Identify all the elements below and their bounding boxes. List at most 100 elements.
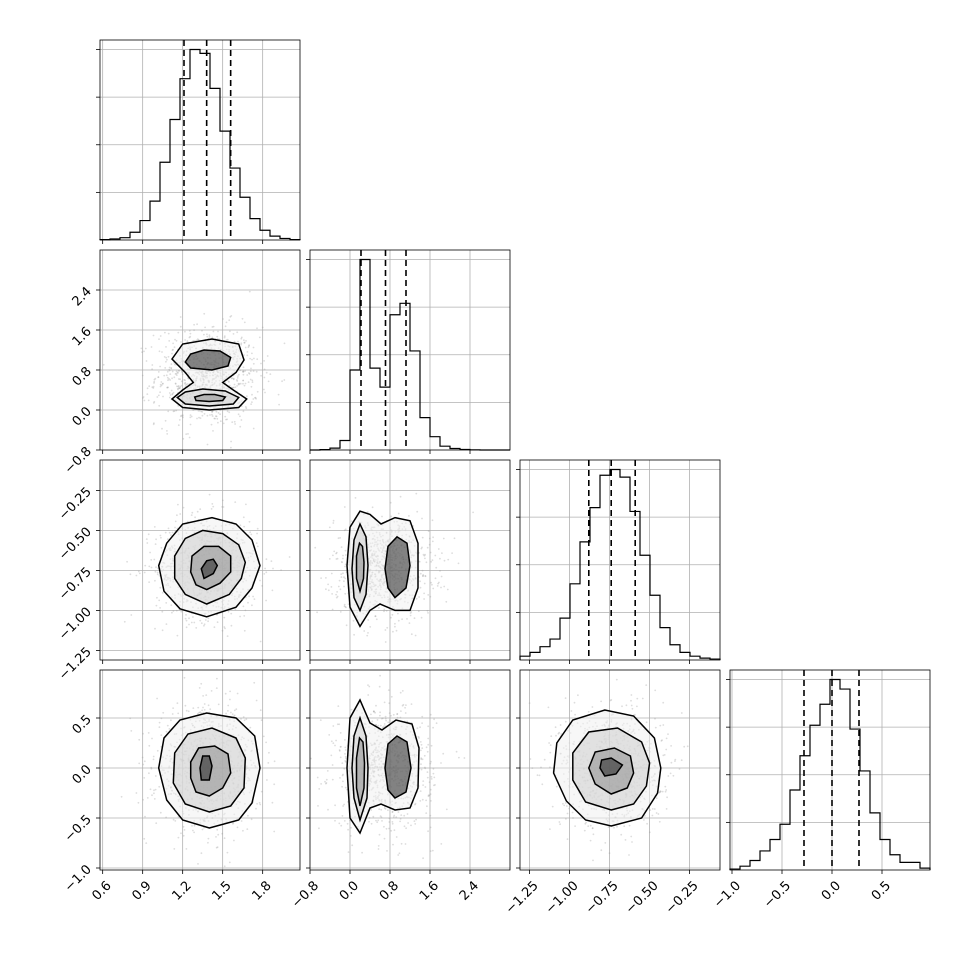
sample-point bbox=[211, 410, 213, 413]
sample-point bbox=[344, 592, 347, 595]
sample-point bbox=[253, 598, 256, 600]
sample-point bbox=[407, 822, 409, 824]
sample-point bbox=[158, 726, 161, 729]
sample-point bbox=[361, 851, 363, 854]
sample-point bbox=[181, 373, 184, 376]
sample-point bbox=[155, 604, 158, 607]
sample-point bbox=[397, 854, 400, 856]
sample-point bbox=[176, 371, 179, 374]
sample-point bbox=[158, 350, 161, 353]
sample-point bbox=[439, 557, 441, 560]
contour-line bbox=[173, 529, 247, 605]
sample-point bbox=[379, 714, 381, 717]
sample-point bbox=[265, 558, 268, 561]
sample-point bbox=[273, 783, 276, 786]
sample-point bbox=[210, 508, 213, 510]
sample-point bbox=[392, 630, 394, 633]
sample-point bbox=[383, 725, 386, 727]
sample-point bbox=[166, 358, 168, 361]
sample-point bbox=[334, 804, 336, 807]
sample-point bbox=[159, 607, 162, 609]
sample-point bbox=[227, 610, 230, 613]
sample-point bbox=[170, 389, 173, 392]
sample-point bbox=[414, 823, 417, 825]
y-tick-label: −1.0 bbox=[62, 862, 95, 895]
sample-point bbox=[180, 380, 183, 383]
sample-point bbox=[377, 848, 380, 850]
sample-point bbox=[423, 592, 425, 595]
sample-point bbox=[171, 352, 173, 355]
sample-point bbox=[177, 372, 179, 374]
sample-point bbox=[370, 713, 372, 716]
sample-point bbox=[234, 608, 237, 611]
sample-point bbox=[332, 725, 335, 727]
sample-point bbox=[228, 861, 231, 864]
sample-point bbox=[344, 746, 347, 749]
sample-point bbox=[427, 612, 429, 614]
sample-point bbox=[203, 413, 206, 415]
sample-point bbox=[376, 821, 379, 824]
sample-point bbox=[432, 772, 435, 775]
sample-point bbox=[216, 417, 219, 420]
sample-point bbox=[600, 849, 603, 852]
sample-point bbox=[165, 730, 168, 733]
sample-point bbox=[378, 833, 381, 836]
sample-point bbox=[245, 340, 247, 342]
sample-point bbox=[144, 347, 147, 350]
sample-point bbox=[141, 351, 143, 353]
sample-point bbox=[420, 768, 423, 771]
sample-point bbox=[166, 724, 169, 727]
sample-point bbox=[316, 776, 319, 779]
sample-point bbox=[242, 373, 245, 376]
sample-point bbox=[244, 609, 247, 612]
sample-point bbox=[583, 829, 586, 832]
sample-point bbox=[327, 589, 330, 592]
sample-point bbox=[403, 825, 406, 828]
sample-point bbox=[423, 754, 426, 757]
sample-point bbox=[345, 554, 347, 556]
sample-point bbox=[237, 375, 239, 377]
sample-point bbox=[203, 709, 206, 711]
sample-point bbox=[256, 545, 259, 548]
sample-point bbox=[160, 717, 163, 720]
sample-point bbox=[225, 321, 228, 324]
sample-point bbox=[240, 820, 243, 822]
sample-point bbox=[168, 366, 171, 369]
panel-frame bbox=[99, 39, 301, 241]
sample-point bbox=[230, 624, 233, 627]
sample-point bbox=[248, 344, 251, 347]
sample-point bbox=[335, 551, 338, 554]
sample-point bbox=[430, 560, 433, 563]
sample-point bbox=[232, 333, 235, 335]
sample-point bbox=[243, 719, 246, 722]
sample-point bbox=[160, 536, 162, 539]
sample-point bbox=[161, 591, 164, 594]
sample-point bbox=[149, 551, 152, 554]
sample-point bbox=[245, 503, 247, 506]
sample-point bbox=[179, 316, 182, 318]
sample-point bbox=[174, 520, 177, 523]
sample-point bbox=[199, 508, 202, 511]
sample-point bbox=[171, 377, 174, 380]
sample-point bbox=[341, 762, 344, 764]
sample-point bbox=[252, 370, 255, 372]
sample-point bbox=[162, 711, 165, 714]
sample-point bbox=[342, 773, 344, 776]
sample-point bbox=[391, 810, 394, 813]
sample-point bbox=[223, 626, 226, 628]
sample-point bbox=[644, 815, 646, 817]
sample-point bbox=[166, 433, 169, 435]
sample-point bbox=[170, 719, 172, 722]
sample-point bbox=[199, 417, 202, 420]
sample-point bbox=[260, 719, 263, 722]
sample-point bbox=[223, 865, 226, 868]
sample-point bbox=[144, 815, 146, 818]
sample-point bbox=[421, 569, 424, 572]
sample-point bbox=[166, 386, 169, 389]
sample-point bbox=[181, 414, 184, 417]
sample-point bbox=[441, 552, 443, 554]
sample-point bbox=[416, 727, 419, 730]
sample-point bbox=[383, 608, 386, 611]
sample-point bbox=[207, 704, 210, 707]
sample-point bbox=[260, 374, 262, 377]
